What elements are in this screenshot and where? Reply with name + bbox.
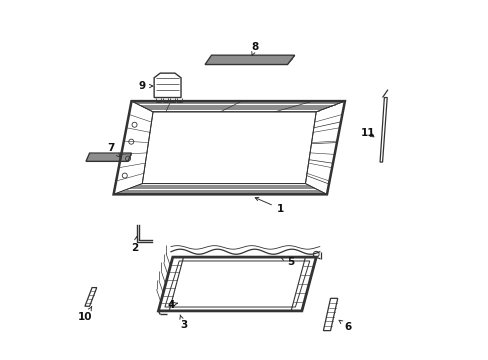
Text: 7: 7 (107, 143, 120, 157)
Text: 2: 2 (131, 237, 139, 253)
Text: 11: 11 (360, 129, 375, 138)
Text: 3: 3 (180, 315, 187, 330)
Text: 9: 9 (139, 81, 152, 91)
Text: 1: 1 (255, 198, 284, 214)
Text: 6: 6 (338, 320, 351, 332)
Text: 4: 4 (167, 300, 177, 310)
Text: 8: 8 (251, 42, 258, 55)
Text: 10: 10 (78, 307, 92, 322)
Text: 5: 5 (281, 257, 294, 267)
